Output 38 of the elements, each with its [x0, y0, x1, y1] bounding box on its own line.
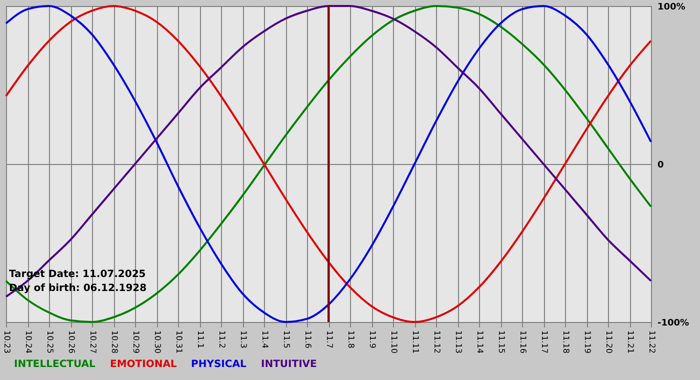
x-tick-label: 10.29 [132, 330, 140, 354]
x-tick-label: 11.8 [346, 330, 356, 348]
x-tick-label: 11.21 [626, 330, 635, 354]
text: INTUITIVE [261, 359, 318, 370]
x-tick-label: 11.1 [196, 330, 205, 348]
y-tick-label: 0 [658, 160, 664, 170]
x-tick-label: 11.6 [304, 330, 312, 348]
x-tick-label: 11.14 [476, 330, 484, 354]
text: PHYSICAL [191, 359, 247, 370]
x-tick-label: 11.13 [454, 330, 463, 354]
x-tick-label: 11.19 [583, 330, 592, 354]
text: EMOTIONAL [110, 359, 178, 370]
x-tick-label: 11.4 [260, 330, 270, 348]
x-tick-label: 10.24 [24, 330, 33, 354]
x-tick-label: 10.27 [88, 330, 98, 354]
x-tick-label: 11.9 [368, 330, 377, 348]
x-tick-label: 11.5 [282, 330, 291, 348]
x-tick-label: 10.25 [46, 330, 54, 354]
x-tick-label: 11.18 [562, 330, 570, 354]
x-tick-label: 11.3 [239, 330, 248, 348]
x-tick-label: 10.26 [67, 330, 76, 354]
x-tick-label: 11.7 [325, 330, 334, 348]
x-tick-label: 11.10 [390, 330, 398, 354]
y-tick-label: 100% [658, 2, 686, 12]
x-tick-label: 11.16 [518, 330, 528, 354]
x-tick-label: 11.2 [218, 330, 226, 348]
y-tick-label: -100% [658, 318, 690, 328]
x-tick-label: 10.23 [2, 330, 12, 354]
x-tick-label: 11.17 [540, 330, 549, 354]
x-tick-label: 11.12 [432, 330, 442, 354]
x-tick-label: 11.11 [411, 330, 420, 354]
x-tick-label: 11.15 [497, 330, 506, 354]
x-tick-label: 11.20 [604, 330, 614, 354]
x-tick-label: 10.30 [153, 330, 162, 354]
x-tick-label: 10.28 [110, 330, 119, 354]
text: INTELLECTUAL [14, 359, 96, 370]
x-tick-label: 11.22 [648, 330, 656, 354]
x-tick-label: 10.31 [174, 330, 184, 354]
